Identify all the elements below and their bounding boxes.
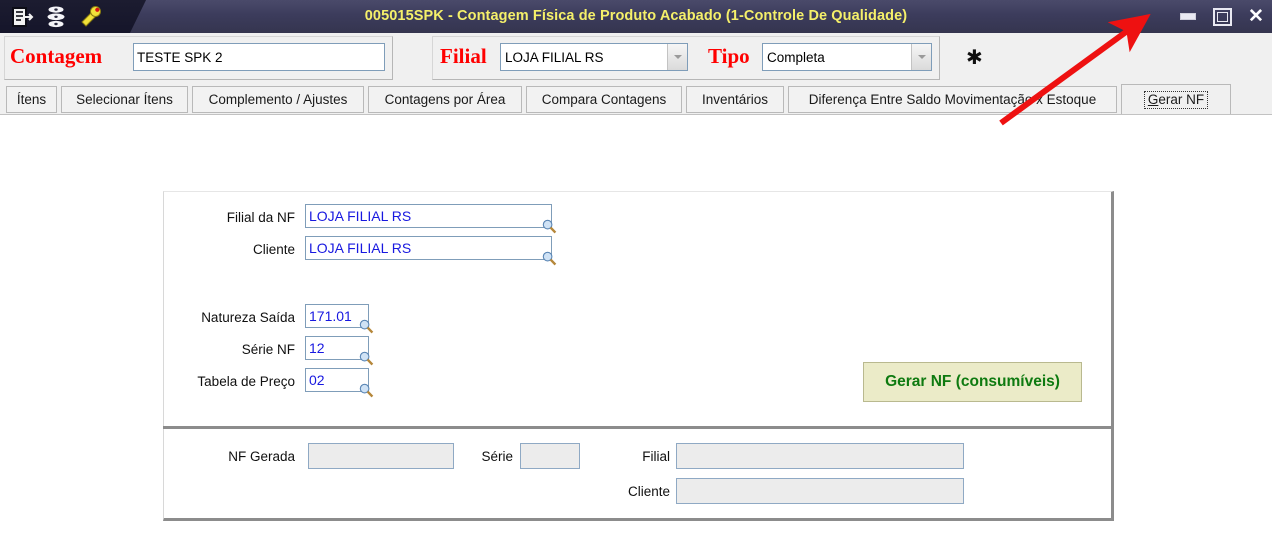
nf-gerada-label: NF Gerada: [228, 449, 295, 464]
report-icon[interactable]: [10, 5, 34, 29]
window-titlebar: 005015SPK - Contagem Física de Produto A…: [0, 0, 1272, 33]
filial-da-nf-input[interactable]: LOJA FILIAL RS: [305, 204, 557, 234]
cliente-input[interactable]: LOJA FILIAL RS: [305, 236, 557, 266]
cliente-value: LOJA FILIAL RS: [309, 240, 412, 256]
minimize-icon: [1180, 13, 1196, 20]
contagem-input[interactable]: [133, 43, 385, 71]
cliente-output: [676, 478, 964, 504]
filial-da-nf-value: LOJA FILIAL RS: [309, 208, 412, 224]
filial-select[interactable]: LOJA FILIAL RS: [500, 43, 688, 71]
chevron-down-icon[interactable]: [667, 44, 687, 70]
contagem-label: Contagem: [10, 44, 103, 68]
filial-output: [676, 443, 964, 469]
wrench-icon[interactable]: [78, 5, 102, 29]
tab-label: Compara Contagens: [541, 92, 667, 107]
natureza-saida-value: 171.01: [309, 308, 352, 324]
serie-output: [520, 443, 580, 469]
cliente-result-label: Cliente: [627, 484, 670, 499]
serie-nf-value: 12: [309, 340, 325, 356]
tab-content-gerar-nf: Filial da NF LOJA FILIAL RS Cliente LOJA…: [0, 115, 1272, 553]
tab-inventarios[interactable]: Inventários: [686, 86, 784, 113]
traffic-light-icon[interactable]: [44, 5, 68, 29]
tab-label: Complemento / Ajustes: [208, 92, 348, 107]
tipo-select[interactable]: Completa: [762, 43, 932, 71]
serie-nf-label: Série NF: [241, 342, 295, 357]
tab-complemento-ajustes[interactable]: Complemento / Ajustes: [192, 86, 364, 113]
window-controls: ✕: [1178, 0, 1266, 33]
minimize-button[interactable]: [1178, 6, 1198, 28]
required-asterisk: ✱: [966, 45, 983, 69]
tab-bar-underline: [0, 114, 1272, 115]
tab-diferenca-saldo-movimentacao-estoque[interactable]: Diferença Entre Saldo Movimentação x Est…: [788, 86, 1117, 113]
nf-gerada-output: [308, 443, 454, 469]
tipo-label: Tipo: [708, 44, 750, 68]
tab-gerar-nf[interactable]: Gerar NF: [1121, 84, 1231, 115]
maximize-icon: [1212, 7, 1232, 26]
tab-contagens-por-area[interactable]: Contagens por Área: [368, 86, 522, 113]
tab-label: Ítens: [16, 92, 47, 107]
panel-divider: [163, 426, 1114, 429]
cliente-label: Cliente: [252, 242, 295, 257]
window-title: 005015SPK - Contagem Física de Produto A…: [364, 8, 908, 24]
serie-nf-input[interactable]: 12: [305, 336, 374, 366]
tab-label: Diferença Entre Saldo Movimentação x Est…: [808, 92, 1097, 107]
header-toolbar: Contagem Filial LOJA FILIAL RS Tipo Comp…: [0, 33, 1272, 82]
serie-label: Série: [481, 449, 513, 464]
tipo-selected-value: Completa: [767, 49, 825, 65]
tabela-de-preco-input[interactable]: 02: [305, 368, 374, 398]
chevron-down-icon[interactable]: [911, 44, 931, 70]
filial-result-label: Filial: [642, 449, 670, 464]
tabela-de-preco-value: 02: [309, 372, 325, 388]
tab-label: Contagens por Área: [384, 92, 506, 107]
filial-selected-value: LOJA FILIAL RS: [505, 49, 604, 65]
tab-label: Inventários: [701, 92, 769, 107]
maximize-button[interactable]: [1212, 6, 1232, 28]
natureza-saida-input[interactable]: 171.01: [305, 304, 374, 334]
natureza-saida-label: Natureza Saída: [201, 310, 295, 325]
tab-selecionar-itens[interactable]: Selecionar Ítens: [61, 86, 188, 113]
tab-label-rest: erar NF: [1158, 91, 1205, 107]
tab-accesskey: G: [1147, 91, 1159, 107]
tab-label: Selecionar Ítens: [76, 92, 173, 107]
tab-compara-contagens[interactable]: Compara Contagens: [526, 86, 682, 113]
close-button[interactable]: ✕: [1246, 6, 1266, 28]
tab-itens[interactable]: Ítens: [6, 86, 57, 113]
filial-label: Filial: [440, 44, 487, 68]
gerar-nf-consumiveis-button[interactable]: Gerar NF (consumíveis): [863, 362, 1082, 402]
tabela-de-preco-label: Tabela de Preço: [197, 374, 295, 389]
tab-focus-ring: Gerar NF: [1143, 90, 1209, 109]
close-icon: ✕: [1248, 6, 1264, 27]
filial-da-nf-label: Filial da NF: [226, 210, 295, 225]
tab-bar: Ítens Selecionar Ítens Complemento / Aju…: [0, 82, 1272, 115]
